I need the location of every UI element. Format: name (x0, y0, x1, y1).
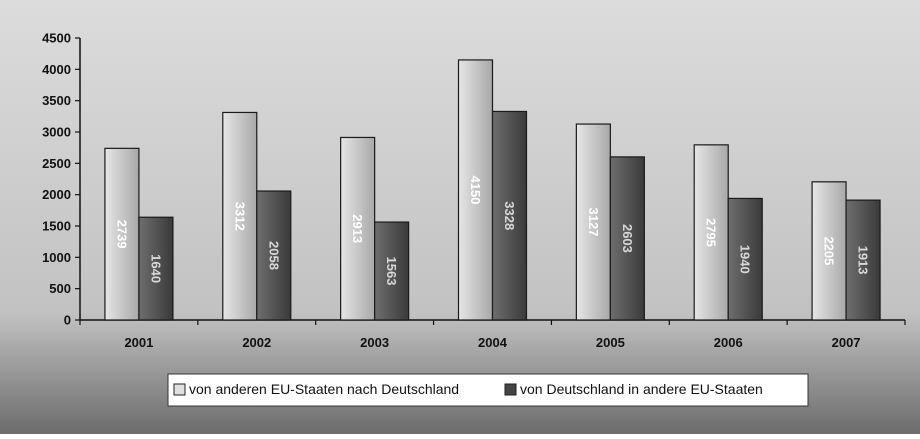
bar-series-2 (138, 216, 174, 321)
bar-data-label: 1640 (148, 254, 163, 283)
bar-data-label: 2913 (350, 214, 365, 243)
legend-swatch-series-2 (504, 383, 517, 396)
bar-series-1 (811, 181, 847, 321)
x-tick-label: 2007 (832, 335, 861, 350)
x-axis: 2001 2002 2003 2004 2005 2006 2007 (79, 319, 906, 350)
bar-data-label: 1563 (384, 257, 399, 286)
bar-data-label: 1940 (738, 245, 753, 274)
x-tick-label: 2002 (242, 335, 271, 350)
y-tick-label: 3500 (42, 93, 71, 108)
bar-series-1 (575, 123, 611, 321)
y-tick-label: 500 (49, 281, 71, 296)
bar-series-2 (845, 199, 881, 321)
x-tick-label: 2005 (596, 335, 625, 350)
bar-series-2 (256, 190, 292, 321)
bar-data-label: 3127 (586, 208, 601, 237)
legend-label-series-2: von Deutschland in andere EU-Staaten (520, 381, 763, 397)
bar-series-2 (727, 197, 763, 321)
bar-data-label: 2795 (704, 218, 719, 247)
y-tick-label: 3000 (42, 125, 71, 140)
y-tick-label: 4500 (42, 31, 71, 46)
y-tick-label: 2500 (42, 156, 71, 171)
bar-series-2 (374, 221, 410, 321)
bar-data-label: 2739 (114, 220, 129, 249)
bar-series-2 (491, 110, 528, 321)
bar-data-label: 1913 (856, 246, 871, 275)
bar-data-label: 2205 (822, 236, 837, 265)
legend-label-series-1: von anderen EU-Staaten nach Deutschland (189, 381, 459, 397)
legend-box (167, 373, 809, 407)
y-tick-label: 0 (64, 313, 71, 328)
y-tick-label: 4000 (42, 62, 71, 77)
bar-data-label: 2603 (620, 224, 635, 253)
bar-data-label: 3328 (502, 201, 517, 230)
bar-series-1 (457, 59, 494, 321)
bar-data-label: 2058 (266, 241, 281, 270)
legend: von anderen EU-Staaten nach Deutschland … (167, 373, 809, 407)
x-tick-label: 2001 (124, 335, 153, 350)
y-tick-label: 1500 (42, 219, 71, 234)
legend-swatch-series-1 (173, 383, 186, 396)
bar-series-1 (340, 136, 376, 321)
bars-group: 2739 1640 3312 2058 2913 1563 4150 3328 3127 2603… (104, 59, 881, 321)
bar-series-1 (104, 147, 140, 321)
y-axis: 0 500 1000 1500 2000 2500 3000 3500 4000 4500 (42, 31, 81, 328)
bar-data-label: 3312 (232, 202, 247, 231)
y-tick-label: 2000 (42, 187, 71, 202)
x-tick-label: 2006 (714, 335, 743, 350)
bar-series-2 (609, 156, 645, 321)
y-tick-label: 1000 (42, 250, 71, 265)
bar-data-label: 4150 (468, 176, 483, 205)
bar-series-1 (222, 111, 258, 321)
x-tick-label: 2004 (478, 335, 508, 350)
x-tick-label: 2003 (360, 335, 389, 350)
